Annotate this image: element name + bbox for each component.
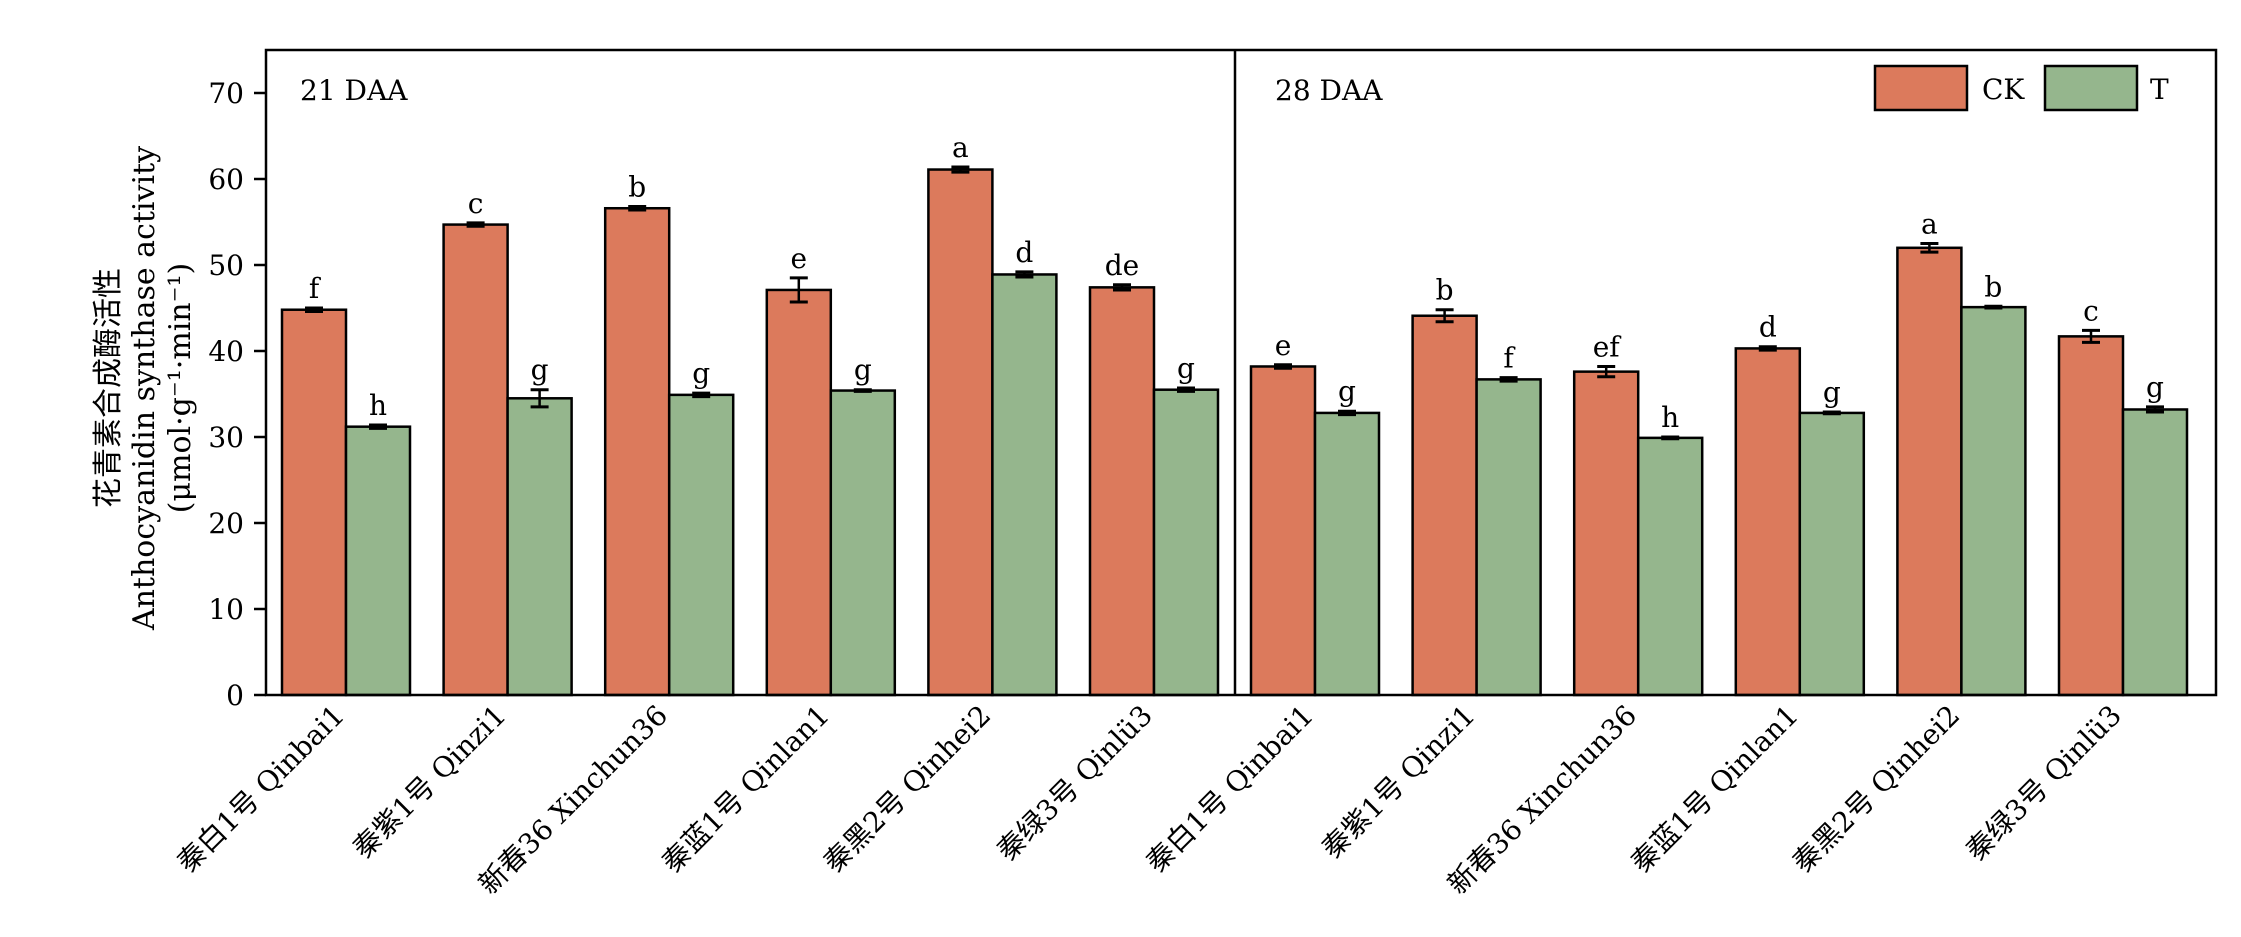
panel-title-28daa: 28 DAA [1275,74,1383,107]
bar-ck [603,206,671,697]
significance-letter: g [1338,375,1356,408]
significance-letter: h [1661,401,1679,434]
significance-letter: h [369,389,387,422]
legend-swatch-ck [1873,64,1969,112]
significance-letter: b [628,171,646,204]
significance-letter: d [1759,311,1777,344]
x-category-label: 秦紫1号 Qinzi1 [346,699,512,865]
bar-t [1475,378,1542,697]
x-category-label: 秦白1号 Qinbai1 [1140,699,1320,879]
y-tick-label: 50 [208,249,244,282]
legend-swatch-t [2043,64,2139,112]
significance-letter: g [692,357,710,390]
significance-letter: d [1015,236,1033,269]
bar-t [1152,388,1220,697]
significance-letter: e [791,242,808,275]
bar-ck [1572,370,1640,697]
x-category-label: 秦绿3号 Qinlü3 [1959,699,2128,868]
bar-ck [1734,347,1802,697]
significance-letter: g [531,354,549,387]
significance-letter: g [854,354,872,387]
y-tick-label: 60 [208,163,244,196]
significance-letter: g [2146,371,2164,404]
y-axis-title-en: Anthocyanidin synthase activity [127,146,162,631]
y-tick-label: 20 [208,507,244,540]
legend-label-t: T [2150,73,2169,106]
significance-letter: b [1984,270,2002,303]
bar-t [991,273,1058,697]
y-tick-label: 30 [208,421,244,454]
bar-t [1960,305,2027,697]
panel-title-21daa: 21 DAA [300,74,408,107]
bar-t [506,397,573,697]
significance-letter: f [1503,342,1516,375]
bar-t [1798,411,1866,697]
significance-letter: f [309,272,322,305]
x-category-label: 秦绿3号 Qinlü3 [990,699,1159,868]
y-axis-title: 花青素合成酶活性 Anthocyanidin synthase activity… [91,146,198,631]
legend-label-ck: CK [1982,73,2025,106]
x-category-label: 秦蓝1号 Qinlan1 [1624,699,1804,879]
bar-ck [2057,335,2125,697]
bar-ck [1088,286,1156,697]
bar-ck [1411,314,1478,697]
significance-letter: g [1177,352,1195,385]
bar-t [667,393,735,697]
significance-letter: a [1921,208,1938,241]
bar-t [829,389,897,697]
bar-ck [442,223,509,697]
bar-t [1313,411,1381,697]
bar-ck [280,308,348,697]
x-category-label: 秦白1号 Qinbai1 [171,699,351,879]
bar-t [344,425,412,697]
significance-letter: ef [1593,330,1623,363]
x-category-label: 秦黑2号 Qinhei2 [817,699,997,879]
y-tick-label: 70 [208,77,244,110]
y-tick-label: 0 [226,679,244,712]
x-category-label: 秦紫1号 Qinzi1 [1315,699,1481,865]
x-category-label: 秦蓝1号 Qinlan1 [655,699,835,879]
bar-t [2121,408,2189,697]
significance-letter: c [468,187,484,220]
significance-letter: a [952,131,969,164]
legend: CK T [1873,64,2169,112]
significance-letter: c [2083,294,2099,327]
significance-letter: e [1275,329,1292,362]
significance-letter: g [1823,376,1841,409]
y-axis: 0 10 20 30 40 50 60 70 [208,77,266,712]
bar-t [1636,436,1704,697]
bar-ck [1249,365,1317,697]
bar-ck [1896,246,1963,697]
y-axis-title-unit: (μmol·g⁻¹·min⁻¹) [163,263,198,513]
y-axis-title-cn: 花青素合成酶活性 [91,268,126,508]
bar-ck [765,288,833,697]
significance-letter: de [1105,249,1140,282]
x-category-label: 秦黑2号 Qinhei2 [1786,699,1966,879]
significance-letter: b [1436,274,1454,307]
bar-ck [927,168,994,697]
y-tick-label: 10 [208,593,244,626]
y-tick-label: 40 [208,335,244,368]
plot-frame [264,48,2218,697]
